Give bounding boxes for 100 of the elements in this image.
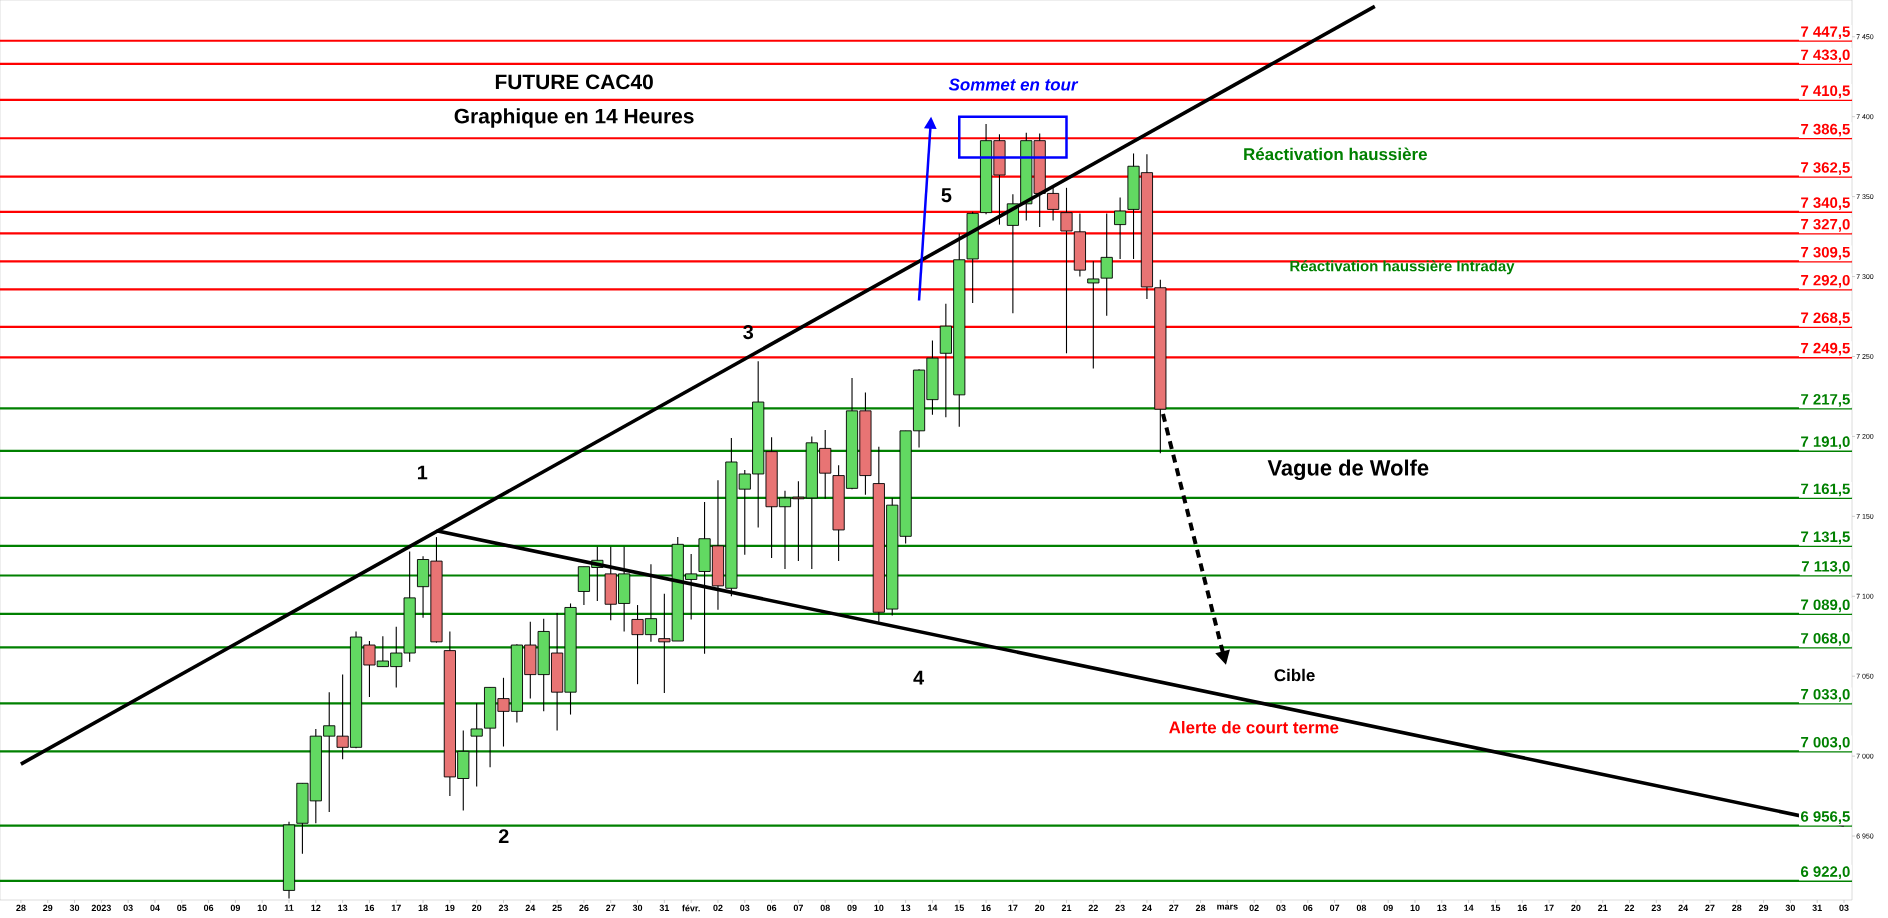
x-tick-label: 08	[820, 904, 830, 912]
ref-line-label: 7 386,5	[1801, 123, 1850, 137]
x-tick-label: 09	[230, 904, 241, 912]
x-tick-label: 31	[1812, 904, 1822, 912]
x-tick-label: 24	[1142, 904, 1152, 911]
x-tick-label: 25	[552, 904, 562, 912]
ref-line-label: 7 033,0	[1801, 688, 1850, 702]
x-tick-label: 17	[1008, 904, 1018, 911]
x-tick-label: 15	[954, 904, 964, 911]
annotation: Sommet en tour	[948, 78, 1079, 91]
x-tick-label: 03	[740, 904, 750, 912]
x-tick-label: 23	[1651, 904, 1661, 912]
x-tick-label: 07	[793, 904, 803, 912]
annotation: 1	[417, 465, 428, 480]
x-tick-label: févr.	[682, 904, 700, 912]
x-tick-label: 03	[1839, 904, 1849, 912]
x-tick-label: 07	[1329, 904, 1340, 912]
ref-line-label: 6 956,5	[1801, 811, 1850, 824]
x-tick-label: 02	[1249, 904, 1259, 912]
x-tick-label: 29	[43, 904, 53, 912]
x-tick-label: 13	[338, 904, 348, 912]
x-tick-label: 04	[150, 904, 160, 912]
x-tick-label: 16	[1517, 904, 1527, 912]
x-tick-label: 21	[1061, 904, 1072, 911]
x-tick-label: 20	[1035, 904, 1045, 912]
x-tick-label: 10	[257, 904, 267, 912]
x-tick-label: 09	[1383, 904, 1393, 912]
x-tick-label: 24	[525, 904, 536, 911]
x-tick-label: 09	[847, 904, 857, 912]
annotation: Vague de Wolfe	[1267, 459, 1429, 481]
ref-line-label: 7 268,5	[1801, 312, 1850, 326]
x-tick-label: 19	[445, 904, 455, 912]
x-tick-label: 28	[1732, 904, 1742, 912]
x-tick-label: 21	[1598, 904, 1608, 911]
ref-line-label: 7 161,5	[1801, 483, 1850, 497]
x-tick-label: 20	[1571, 904, 1581, 912]
ref-line-label: 7 249,5	[1801, 342, 1850, 356]
ref-line-label: 7 089,0	[1801, 599, 1850, 613]
annotation: Alerte de court terme	[1169, 720, 1339, 734]
x-tick-label: 22	[1624, 904, 1635, 911]
x-tick-label: 05	[177, 904, 187, 912]
x-tick-label: 18	[418, 904, 428, 912]
x-tick-label: 17	[391, 904, 401, 911]
x-tick-label: 27	[1705, 904, 1715, 911]
x-tick-label: 10	[1410, 904, 1420, 912]
x-tick-label: 13	[1437, 904, 1447, 912]
x-tick-label: mars	[1217, 904, 1238, 910]
ref-line-label: 7 191,0	[1801, 436, 1850, 450]
annotation: Réactivation haussière	[1244, 147, 1427, 161]
x-tick-label: 26	[579, 904, 589, 912]
x-tick-label: 23	[1115, 904, 1125, 912]
text: FUTURE CAC40	[495, 74, 653, 90]
annotation: 5	[941, 188, 952, 203]
x-tick-label: 20	[472, 904, 482, 912]
x-tick-label: 14	[928, 904, 938, 911]
text: Graphique en 14 Heures	[454, 108, 694, 128]
ref-line-label: 7 410,5	[1801, 85, 1850, 99]
x-tick-label: 08	[1356, 904, 1367, 912]
x-tick-label: 15	[1491, 904, 1501, 911]
x-tick-label: 02	[713, 904, 723, 912]
ref-line-label: 7 309,5	[1801, 246, 1850, 260]
x-tick-label: 06	[203, 904, 214, 912]
x-tick-label: 23	[498, 904, 509, 912]
ref-line-label: 7 068,0	[1801, 632, 1850, 646]
x-tick-label: 28	[16, 904, 26, 912]
x-tick-label: 24	[1678, 904, 1689, 911]
annotation: 4	[913, 670, 925, 685]
ref-line-label: 7 362,5	[1801, 162, 1850, 175]
ref-line-label: 7 113,0	[1801, 561, 1850, 574]
x-tick-label: 27	[1169, 904, 1179, 911]
ref-line-label: 7 217,5	[1801, 393, 1850, 407]
annotation: 2	[498, 829, 509, 844]
x-tick-label: 16	[365, 904, 375, 912]
annotation: Réactivation haussière Intraday	[1290, 260, 1515, 275]
x-tick-label: 12	[311, 904, 321, 911]
ref-line-label: 7 340,5	[1801, 197, 1850, 211]
x-tick-label: 30	[1785, 904, 1795, 912]
x-tick-label: 14	[1464, 904, 1474, 911]
ref-line-label: 7 447,5	[1801, 26, 1850, 40]
x-tick-label: 10	[874, 904, 884, 912]
x-tick-label: 03	[123, 904, 133, 912]
annotation: Cible	[1274, 668, 1315, 682]
ref-line-label: 7 292,0	[1801, 274, 1850, 288]
x-tick-label: 13	[901, 904, 911, 912]
ref-line-label: 6 922,0	[1801, 866, 1850, 880]
ref-line-label: 7 003,0	[1801, 736, 1850, 750]
x-tick-label: 06	[766, 904, 777, 912]
x-tick-label: 31	[659, 904, 670, 912]
annotation: 3	[743, 325, 754, 340]
ref-line-label: 7 131,5	[1801, 531, 1850, 545]
x-tick-label: 22	[1088, 904, 1098, 911]
x-tick-label: 11	[284, 904, 294, 911]
ref-line-label: 7 327,0	[1801, 218, 1850, 232]
x-tick-label: 17	[1544, 904, 1554, 911]
x-tick-label: 16	[981, 904, 991, 912]
ref-line-label: 7 433,0	[1801, 49, 1850, 63]
x-tick-label: 2023	[91, 904, 111, 912]
x-tick-label: 30	[632, 904, 643, 912]
x-tick-label: 30	[69, 904, 80, 912]
x-tick-label: 27	[606, 904, 616, 911]
